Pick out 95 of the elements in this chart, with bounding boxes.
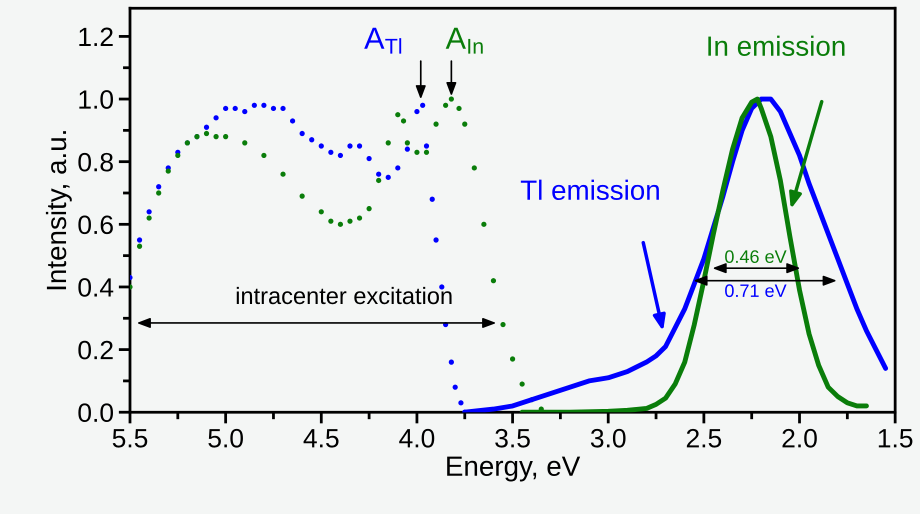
point (404, 146, 410, 152)
point (376, 172, 382, 177)
point (452, 384, 458, 390)
point (481, 222, 486, 227)
text: In emission (708, 36, 844, 56)
y-tick-label: 0.8 (78, 152, 113, 172)
point (414, 108, 420, 114)
x-tick-label: 2.5 (686, 428, 722, 448)
y-tick-label: 0.6 (78, 215, 113, 234)
point (156, 190, 162, 196)
point (223, 106, 228, 112)
point (510, 356, 516, 362)
point (242, 140, 248, 146)
point (261, 152, 266, 158)
point (347, 143, 353, 149)
point (261, 102, 266, 108)
point (414, 150, 420, 155)
point (309, 137, 314, 142)
point (175, 152, 180, 158)
point (366, 156, 372, 162)
point (318, 143, 324, 149)
point (318, 209, 324, 214)
point (395, 165, 400, 171)
x-tick-label: 5.0 (208, 428, 243, 448)
annotation: intracenter excitation (236, 286, 452, 304)
point (356, 215, 362, 221)
annotation: 0.71 eV (725, 284, 787, 298)
point (376, 178, 382, 184)
line-series (520, 96, 869, 412)
point (338, 222, 344, 227)
point (386, 174, 391, 180)
point (300, 130, 305, 136)
point (443, 102, 448, 108)
point (420, 102, 426, 108)
point (472, 165, 477, 171)
point (328, 218, 334, 224)
x-tick-label: 1.5 (878, 429, 912, 448)
point (146, 215, 152, 221)
point (356, 143, 362, 149)
x-tick-label: 4.5 (304, 429, 339, 448)
point (280, 172, 286, 177)
point (204, 130, 210, 136)
point (252, 102, 257, 108)
point (424, 150, 430, 155)
x-tick-label: 5.5 (112, 429, 148, 448)
point (448, 96, 454, 102)
point (300, 194, 305, 199)
point (404, 140, 410, 146)
y-axis-title: Intensity, a.u. (46, 131, 72, 290)
point (462, 122, 468, 127)
point (395, 112, 400, 118)
point (347, 218, 353, 224)
y-tick-label: 1.2 (79, 28, 113, 46)
point (500, 322, 506, 328)
point (458, 400, 464, 406)
annotation: A$_{Tl}$ (364, 28, 402, 54)
point (433, 237, 439, 243)
y-tick-label: 0.0 (78, 403, 113, 422)
point (456, 106, 462, 112)
point (328, 150, 334, 155)
point (490, 278, 496, 284)
point (520, 381, 525, 387)
point (433, 122, 439, 127)
point (136, 237, 142, 243)
point (166, 168, 171, 174)
point (136, 244, 142, 249)
point (223, 134, 228, 140)
x-tick-label: 4.0 (399, 428, 434, 448)
y-tick-label: 0.2 (78, 340, 113, 360)
annotation: A$_{In}$ (446, 28, 483, 54)
point (204, 124, 210, 130)
point (448, 360, 454, 365)
point (290, 118, 296, 124)
point (424, 143, 430, 149)
x-tick-label: 2.0 (782, 428, 817, 448)
point (338, 152, 344, 158)
point (366, 206, 372, 212)
point (156, 184, 162, 190)
point (280, 106, 286, 112)
point (232, 106, 238, 112)
y-tick-label: 0.4 (78, 278, 114, 297)
y-tick-label: 1.0 (79, 90, 113, 109)
point (386, 140, 391, 146)
text: Tl emission (520, 180, 659, 200)
x-tick-label: 3.0 (590, 428, 626, 448)
x-axis-title: Energy, eV (447, 456, 580, 482)
point (242, 108, 248, 114)
point (400, 118, 406, 124)
point (213, 115, 219, 120)
point (430, 196, 435, 202)
point (146, 209, 152, 214)
annotation: 0.46 eV (725, 250, 787, 264)
x-tick-label: 3.5 (495, 428, 530, 448)
point (213, 134, 219, 140)
point (270, 106, 276, 112)
